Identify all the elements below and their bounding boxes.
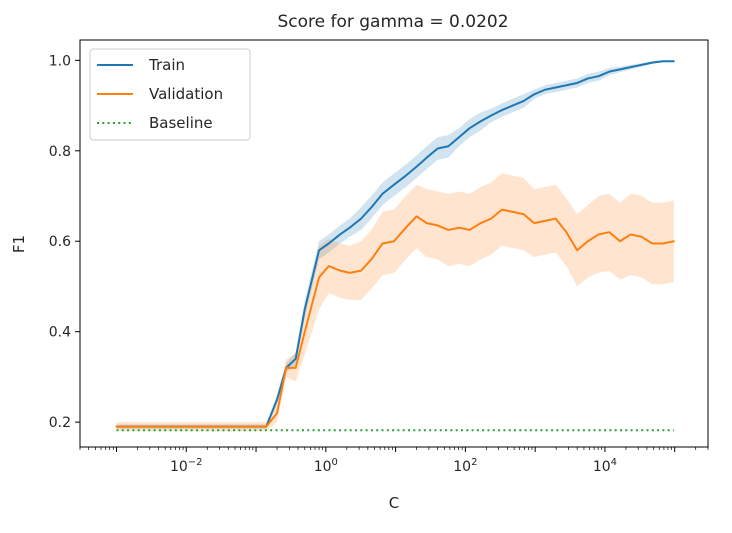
x-tick-label: 10−2 — [170, 457, 203, 475]
legend-label: Train — [148, 56, 185, 74]
y-tick-label: 0.2 — [49, 415, 71, 431]
confidence-bands — [116, 60, 674, 432]
y-tick-label: 0.8 — [49, 144, 71, 160]
legend-label: Validation — [149, 85, 223, 103]
legend-label: Baseline — [149, 114, 213, 132]
x-axis-label: C — [389, 494, 399, 512]
legend: Train Validation Baseline — [89, 48, 251, 141]
validation-band — [116, 173, 674, 432]
train-line — [115, 60, 675, 428]
y-tick-label: 1.0 — [49, 53, 71, 69]
x-tick-label: 100 — [314, 457, 338, 475]
x-tick-label: 104 — [593, 457, 617, 475]
chart-title: Score for gamma = 0.0202 — [277, 12, 508, 32]
plot-frame — [79, 39, 709, 448]
legend-box — [89, 48, 251, 141]
validation-line — [115, 208, 675, 428]
x-axis: 10−2 100 102 104 — [79, 447, 709, 475]
y-tick-label: 0.4 — [49, 325, 71, 341]
series-lines — [115, 60, 675, 432]
x-tick-label: 102 — [453, 457, 477, 475]
y-axis: 0.2 0.4 0.6 0.8 1.0 — [49, 53, 80, 431]
y-axis-label: F1 — [10, 235, 28, 253]
y-tick-label: 0.6 — [49, 234, 71, 250]
